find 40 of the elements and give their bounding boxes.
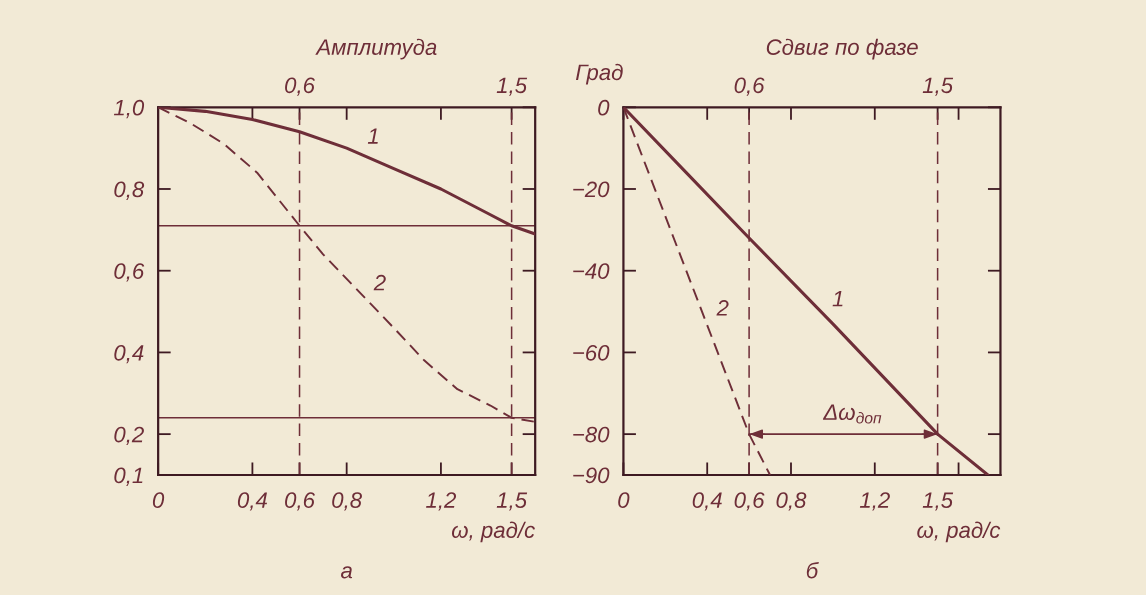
x-tick-label: 0,4 <box>692 492 722 511</box>
series-label: 2 <box>716 300 729 316</box>
x-axis-title: ω, рад/с <box>917 521 1001 543</box>
x-tick-label: 0 <box>618 492 630 508</box>
y-tick-label: 1,0 <box>113 99 145 119</box>
x-tick-label: 0,6 <box>734 492 765 511</box>
y-axis-title: Град <box>575 63 623 85</box>
text: а <box>340 566 353 579</box>
y-tick-label: 0,8 <box>114 181 145 200</box>
ref-line-label: 0,6 <box>285 77 315 96</box>
x-tick-label: 1,2 <box>859 492 890 511</box>
series-label: 2 <box>373 274 386 291</box>
y-tick-label: 0,1 <box>114 467 143 486</box>
chart-title: Амплитуда <box>315 38 437 60</box>
series-label: Δω$_{доп}$ <box>822 404 882 424</box>
chart-title: Сдвиг по фазе <box>766 38 918 60</box>
series-label: 1 <box>832 291 843 307</box>
y-tick-label: 0,2 <box>114 426 144 446</box>
ref-line-label: 1,5 <box>922 77 954 96</box>
y-tick-label: −20 <box>573 181 610 198</box>
x-axis-title: ω, рад/с <box>451 521 535 543</box>
ref-line-label: 0,6 <box>734 77 765 96</box>
x-tick-label: 1,5 <box>922 492 954 511</box>
y-tick-label: −90 <box>573 467 610 484</box>
y-tick-label: 0,6 <box>114 263 145 282</box>
x-tick-label: 0,8 <box>776 492 807 511</box>
y-tick-label: −40 <box>573 263 610 279</box>
x-tick-label: 1,2 <box>426 492 457 511</box>
x-tick-label: 0 <box>152 492 165 508</box>
y-tick-label: −80 <box>573 426 610 443</box>
x-tick-label: 0,4 <box>237 492 268 511</box>
x-tick-label: 0,8 <box>332 492 362 511</box>
y-tick-label: −60 <box>573 344 610 361</box>
text: б <box>806 561 819 579</box>
y-tick-label: 0 <box>598 99 610 116</box>
series-label: 1 <box>367 128 378 144</box>
x-tick-label: 0,6 <box>285 492 315 511</box>
ref-line-label: 1,5 <box>496 77 528 96</box>
x-tick-label: 1,5 <box>496 492 528 511</box>
y-tick-label: 0,4 <box>114 344 144 364</box>
